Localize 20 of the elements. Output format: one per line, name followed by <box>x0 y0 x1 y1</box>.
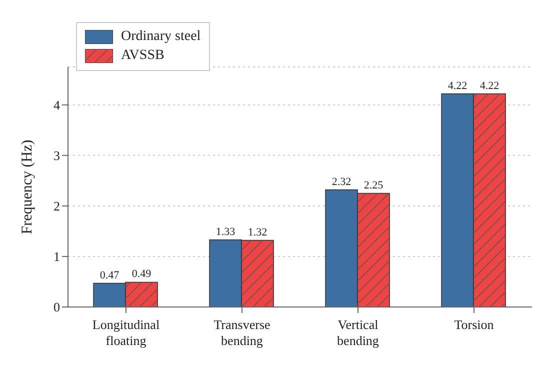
data-label: 0.47 <box>100 269 120 282</box>
x-tick-label: Vertical bending <box>337 317 380 348</box>
data-label: 2.25 <box>364 179 384 192</box>
legend-label: AVSSB <box>121 48 164 64</box>
y-tick-label: 2 <box>54 198 60 214</box>
data-label: 2.32 <box>332 176 352 188</box>
data-label: 1.33 <box>216 226 236 238</box>
data-label: 0.49 <box>132 268 152 280</box>
y-axis-title: Frequency (Hz) <box>19 140 36 234</box>
legend-label: Ordinary steel <box>121 29 201 45</box>
y-tick-label: 0 <box>54 300 60 315</box>
y-tick-label: 3 <box>54 148 60 164</box>
y-tick-label: 4 <box>54 98 60 113</box>
data-label: 4.22 <box>480 80 500 92</box>
x-tick-label: Torsion <box>454 317 494 332</box>
data-label: 4.22 <box>448 80 468 92</box>
x-tick-label: Longitudinal floating <box>92 317 160 348</box>
data-label: 1.32 <box>248 226 268 238</box>
x-tick-label: Transverse bending <box>214 317 271 348</box>
y-tick-label: 1 <box>54 249 60 264</box>
